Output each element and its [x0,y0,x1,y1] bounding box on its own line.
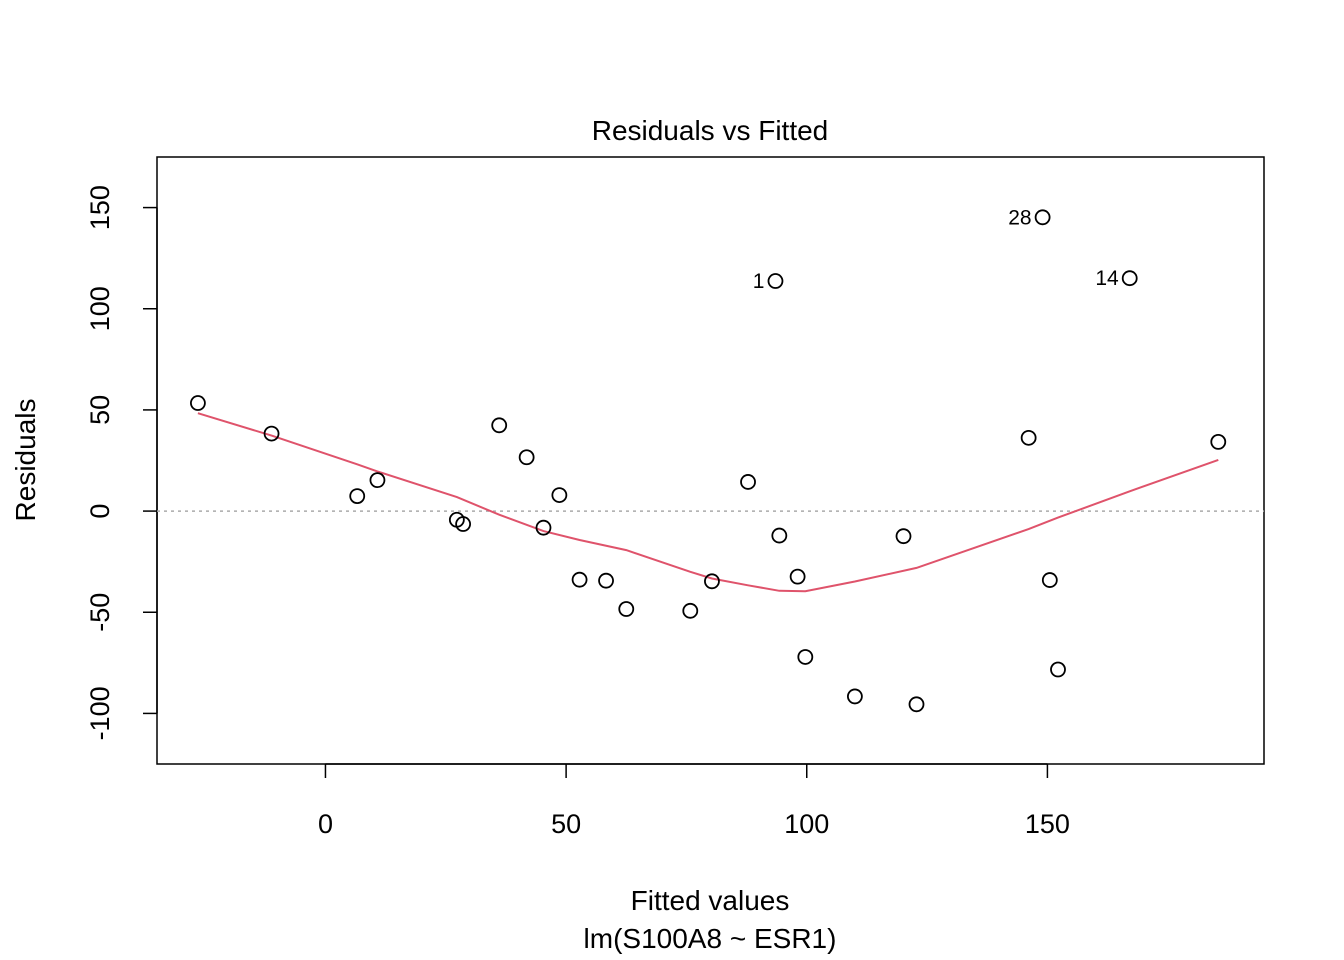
residual-point [1121,270,1138,287]
residual-point [1210,433,1227,450]
chart-title: Residuals vs Fitted [592,115,829,146]
residual-point [618,601,635,617]
residual-point [767,273,784,289]
x-axis: 0 50 100 150 [318,763,1070,839]
x-axis-label: Fitted values [631,885,790,916]
residual-points: 1 28 14 [190,206,1227,713]
residual-point [1041,572,1058,588]
x-tick-label: 0 [318,809,333,839]
residual-point [551,487,568,503]
residual-point [369,472,386,489]
loess-smoother-line [197,412,1219,593]
x-axis-subtitle: lm(S100A8 ~ ESR1) [584,923,837,954]
y-tick-label: 0 [85,504,115,519]
x-tick-label: 50 [551,809,581,839]
residual-point [518,449,535,466]
point-label: 14 [1095,267,1119,290]
residual-point [846,688,863,705]
residual-point [908,696,925,713]
residual-point [1020,429,1037,446]
point-label: 1 [753,270,765,293]
residual-point [789,568,806,585]
residual-point [491,417,508,434]
residual-point [895,528,912,545]
residual-point [1050,661,1066,678]
y-tick-label: 150 [85,185,115,230]
y-tick-label: -100 [85,686,115,740]
x-tick-label: 100 [784,809,829,839]
residual-point [740,474,756,490]
residual-point [571,571,588,588]
residual-point [704,573,720,590]
residual-point [455,516,472,532]
residual-point [535,519,552,536]
y-tick-label: 50 [85,395,115,425]
residual-point [1034,209,1051,226]
residual-point [598,572,614,589]
plot-frame [156,156,1265,765]
residual-point [682,602,699,619]
point-label: 28 [1008,206,1031,229]
residual-point [771,527,788,544]
residual-point [349,488,366,505]
x-tick-label: 150 [1025,809,1070,839]
residual-point [263,425,280,442]
residual-point [190,395,206,411]
residual-point [797,649,814,665]
y-axis-label: Residuals [10,399,41,522]
y-tick-label: -50 [85,593,115,632]
y-axis: -100 -50 0 50 100 150 [85,185,158,740]
y-tick-label: 100 [85,286,115,331]
